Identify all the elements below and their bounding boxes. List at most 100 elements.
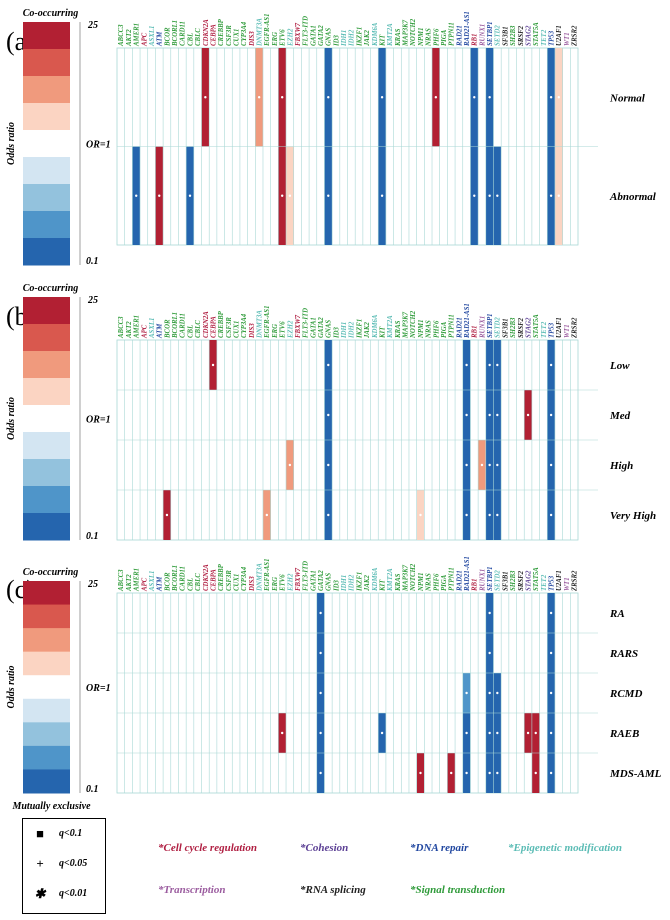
colorbar-segment [23, 581, 70, 606]
gene-label: KIT [379, 34, 386, 47]
gene-label: STAG2 [525, 317, 532, 338]
gene-label: SETBP1 [487, 21, 494, 46]
colorbar-segment [23, 405, 70, 433]
gene-label: PIGA [441, 29, 448, 46]
colorbar-min-label: 0.1 [86, 531, 99, 542]
gene-label: ABCC3 [118, 569, 125, 592]
colorbar-segment [23, 769, 70, 794]
gene-label: WT1 [564, 577, 571, 591]
gene-label: NRAS [426, 573, 433, 592]
colorbar-mid-label: OR=1 [86, 683, 111, 694]
gene-label: CYP3A4 [241, 21, 248, 46]
significance-marker [319, 651, 322, 655]
colorbar-max-label: 25 [87, 579, 98, 590]
significance-marker [434, 96, 438, 99]
colorbar-segment [23, 22, 70, 50]
gene-label: CREBBP [218, 563, 225, 591]
gene-label: ID3 [333, 34, 340, 47]
gene-label: NOTCH2 [410, 310, 417, 339]
gene-label: AMER1 [134, 23, 141, 47]
gene-label: IDH1 [341, 322, 348, 339]
gene-label: PHF6 [433, 320, 440, 338]
significance-marker [465, 771, 468, 775]
gene-label: SRSF2 [518, 317, 525, 338]
significance-marker [549, 413, 553, 417]
significance-marker [288, 194, 292, 197]
gene-label: ETV6 [280, 574, 287, 592]
significance-marker [549, 513, 553, 517]
significance-marker [288, 463, 292, 467]
colorbar-segment [23, 628, 70, 653]
gene-label: MAP3K7 [403, 19, 410, 47]
gene-label: KDM6A [372, 314, 379, 339]
gene-label: ABCC3 [118, 24, 125, 47]
gene-label: IDH1 [341, 575, 348, 592]
gene-label: CUX1 [233, 29, 240, 46]
significance-marker [380, 96, 384, 99]
significance-marker [319, 611, 322, 615]
gene-label: CEBPA [210, 24, 217, 46]
significance-marker [549, 651, 553, 655]
gene-label: GATA2 [318, 570, 325, 591]
gene-label: CYP3A4 [241, 566, 248, 591]
colorbar-segment [23, 211, 70, 239]
significance-marker [188, 194, 192, 197]
gene-label: SF3B1 [502, 26, 509, 46]
colorbar-segment [23, 103, 70, 131]
gene-label: MAP3K7 [403, 311, 410, 339]
gene-label: CARD11 [180, 566, 187, 591]
gene-label: PHF6 [433, 573, 440, 591]
significance-marker [549, 96, 553, 99]
gene-label: BCOR [164, 572, 171, 592]
gene-label: SH2B3 [510, 25, 517, 46]
significance-marker [549, 611, 553, 615]
gene-label: SETBP1 [487, 566, 494, 591]
square-marker-icon: ■ [36, 826, 44, 841]
gene-label: STAT5A [533, 314, 540, 338]
significance-marker [488, 691, 491, 695]
colorbar-segment [23, 76, 70, 104]
gene-label: IKZF1 [356, 27, 363, 47]
gene-label: DNMT3A [257, 310, 264, 339]
gene-label: RAD21 [456, 570, 463, 592]
category-cohesion: *Cohesion [300, 842, 349, 854]
significance-marker [488, 611, 491, 615]
gene-label: CBL [187, 578, 194, 591]
significance-marker [280, 731, 284, 735]
gene-label: ETV6 [280, 321, 287, 339]
colorbar-top-label: Co-occurring [23, 567, 79, 578]
colorbar-mid-label: OR=1 [86, 140, 111, 151]
significance-marker [419, 771, 422, 775]
significance-marker [165, 513, 169, 517]
significance-marker [488, 363, 491, 367]
gene-label: DIS3 [249, 576, 256, 592]
gene-label: KMT2A [387, 315, 394, 339]
significance-marker [319, 731, 322, 735]
gene-label: IDH2 [349, 321, 356, 339]
legend-row-q01: ■ q<0.1 [23, 825, 107, 845]
gene-label: KRAS [395, 320, 402, 339]
significance-marker [265, 513, 269, 517]
gene-label: AKT2 [126, 574, 133, 592]
gene-label: GATA1 [310, 570, 317, 591]
significance-marker [549, 731, 553, 735]
gene-label: GATA1 [310, 25, 317, 46]
significance-marker [380, 194, 384, 197]
gene-label: IKZF1 [356, 572, 363, 592]
gene-label: WT1 [564, 324, 571, 338]
significance-legend: ■ q<0.1 + q<0.05 ✱ q<0.01 [22, 818, 106, 914]
gene-label: MAP3K7 [403, 564, 410, 592]
gene-label: DIS3 [249, 31, 256, 47]
colorbar-axis-label: Odds ratio [6, 665, 17, 708]
gene-label: SETD2 [495, 25, 502, 46]
gene-label: APC [141, 577, 148, 592]
gene-label: U2AF1 [556, 317, 563, 338]
gene-label: SH2B3 [510, 570, 517, 591]
gene-label: KDM6A [372, 567, 379, 592]
gene-label: GATA1 [310, 317, 317, 338]
significance-marker [465, 691, 468, 695]
gene-label: CDKN2A [203, 311, 210, 338]
gene-label: TET2 [541, 321, 548, 338]
gene-label: TP53 [549, 30, 556, 46]
gene-label: TP53 [549, 575, 556, 591]
